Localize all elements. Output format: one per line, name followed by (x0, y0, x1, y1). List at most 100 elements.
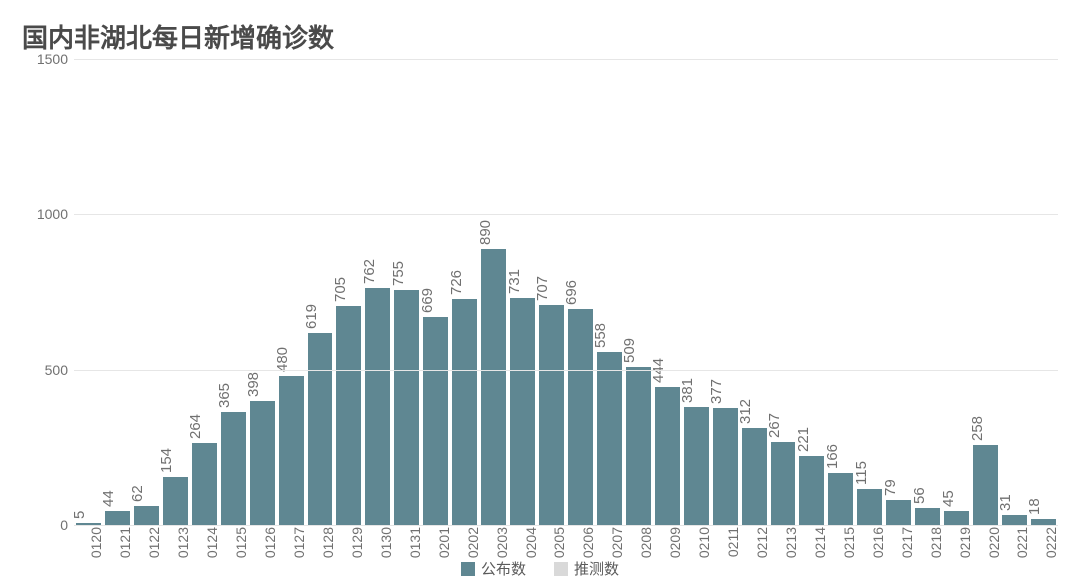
bar: 79 (886, 500, 911, 525)
bar: 707 (539, 305, 564, 525)
bar-column: 558 (597, 59, 622, 525)
bar: 115 (857, 489, 882, 525)
bar-column: 696 (568, 59, 593, 525)
bar-column: 398 (250, 59, 275, 525)
bar-value-label: 62 (129, 485, 146, 502)
legend: 公布数 推测数 (0, 558, 1080, 579)
x-tick-label: 0121 (105, 525, 130, 549)
gridline (74, 525, 1058, 526)
chart-title: 国内非湖北每日新增确诊数 (22, 18, 1058, 55)
x-tick-label: 0125 (221, 525, 246, 549)
bar-value-label: 258 (969, 416, 986, 441)
bar: 267 (771, 442, 796, 525)
gridline (74, 214, 1058, 215)
bar-value-label: 669 (419, 288, 436, 313)
y-tick-label: 1000 (22, 206, 68, 222)
x-axis: 0120012101220123012401250126012701280129… (74, 525, 1058, 549)
bar-value-label: 166 (824, 444, 841, 469)
bar: 56 (915, 508, 940, 525)
bar-value-label: 221 (795, 427, 812, 452)
legend-item-estimated: 推测数 (554, 558, 619, 579)
bar-column: 731 (510, 59, 535, 525)
bar-value-label: 731 (506, 269, 523, 294)
chart-container: 国内非湖北每日新增确诊数 050010001500 54462154264365… (0, 0, 1080, 581)
legend-label-published: 公布数 (481, 558, 526, 579)
bar: 509 (626, 367, 651, 525)
bar: 312 (742, 428, 767, 525)
bar-value-label: 755 (390, 261, 407, 286)
bar: 890 (481, 249, 506, 525)
x-tick-label: 0127 (279, 525, 304, 549)
bar: 45 (944, 511, 969, 525)
bar-value-label: 365 (216, 383, 233, 408)
x-tick-label: 0126 (250, 525, 275, 549)
bar: 154 (163, 477, 188, 525)
legend-item-published: 公布数 (461, 558, 526, 579)
x-tick-label: 0215 (828, 525, 853, 549)
bar: 731 (510, 298, 535, 525)
bar: 258 (973, 445, 998, 525)
x-tick-label: 0205 (539, 525, 564, 549)
bar-value-label: 45 (940, 490, 957, 507)
x-tick-label: 0211 (713, 525, 738, 549)
legend-swatch-published (461, 562, 475, 576)
x-tick-label: 0120 (76, 525, 101, 549)
bar-column: 762 (365, 59, 390, 525)
x-tick-label: 0218 (915, 525, 940, 549)
bar-column: 31 (1002, 59, 1027, 525)
bar-value-label: 18 (1026, 499, 1043, 516)
bar: 726 (452, 299, 477, 525)
bar: 31 (1002, 515, 1027, 525)
bar-value-label: 56 (911, 487, 928, 504)
bar: 221 (799, 456, 824, 525)
bar-value-label: 264 (187, 414, 204, 439)
x-tick-label: 0204 (510, 525, 535, 549)
bar-column: 890 (481, 59, 506, 525)
bar-column: 18 (1031, 59, 1056, 525)
bar: 558 (597, 352, 622, 525)
x-tick-label: 0216 (857, 525, 882, 549)
bar-value-label: 480 (274, 347, 291, 372)
bar-column: 619 (308, 59, 333, 525)
bar-column: 705 (336, 59, 361, 525)
bar-column: 44 (105, 59, 130, 525)
bar-value-label: 726 (448, 270, 465, 295)
x-tick-label: 0220 (973, 525, 998, 549)
bar-column: 707 (539, 59, 564, 525)
x-tick-label: 0203 (481, 525, 506, 549)
bar-value-label: 890 (477, 219, 494, 244)
bar-column: 258 (973, 59, 998, 525)
x-tick-label: 0219 (944, 525, 969, 549)
bar-column: 444 (655, 59, 680, 525)
bar-column: 56 (915, 59, 940, 525)
bar: 398 (250, 401, 275, 525)
plot-area: 5446215426436539848061970576275566972689… (74, 59, 1058, 525)
bar-value-label: 398 (245, 372, 262, 397)
bar-value-label: 707 (534, 276, 551, 301)
x-tick-label: 0212 (742, 525, 767, 549)
bar-value-label: 705 (332, 277, 349, 302)
bar-column: 79 (886, 59, 911, 525)
bar-column: 509 (626, 59, 651, 525)
bar-column: 312 (742, 59, 767, 525)
y-tick-label: 500 (22, 362, 68, 378)
bar-column: 154 (163, 59, 188, 525)
bar: 619 (308, 333, 333, 525)
x-tick-label: 0129 (336, 525, 361, 549)
bar-column: 221 (799, 59, 824, 525)
bar-column: 726 (452, 59, 477, 525)
bar-column: 267 (771, 59, 796, 525)
bar-column: 381 (684, 59, 709, 525)
gridline (74, 370, 1058, 371)
bar: 696 (568, 309, 593, 525)
bar-value-label: 619 (303, 304, 320, 329)
bar-column: 115 (857, 59, 882, 525)
bar-column: 45 (944, 59, 969, 525)
y-tick-label: 0 (22, 517, 68, 533)
x-tick-label: 0208 (626, 525, 651, 549)
bar: 705 (336, 306, 361, 525)
bar-column: 377 (713, 59, 738, 525)
bar-column: 669 (423, 59, 448, 525)
bar: 381 (684, 407, 709, 525)
x-tick-label: 0128 (308, 525, 333, 549)
